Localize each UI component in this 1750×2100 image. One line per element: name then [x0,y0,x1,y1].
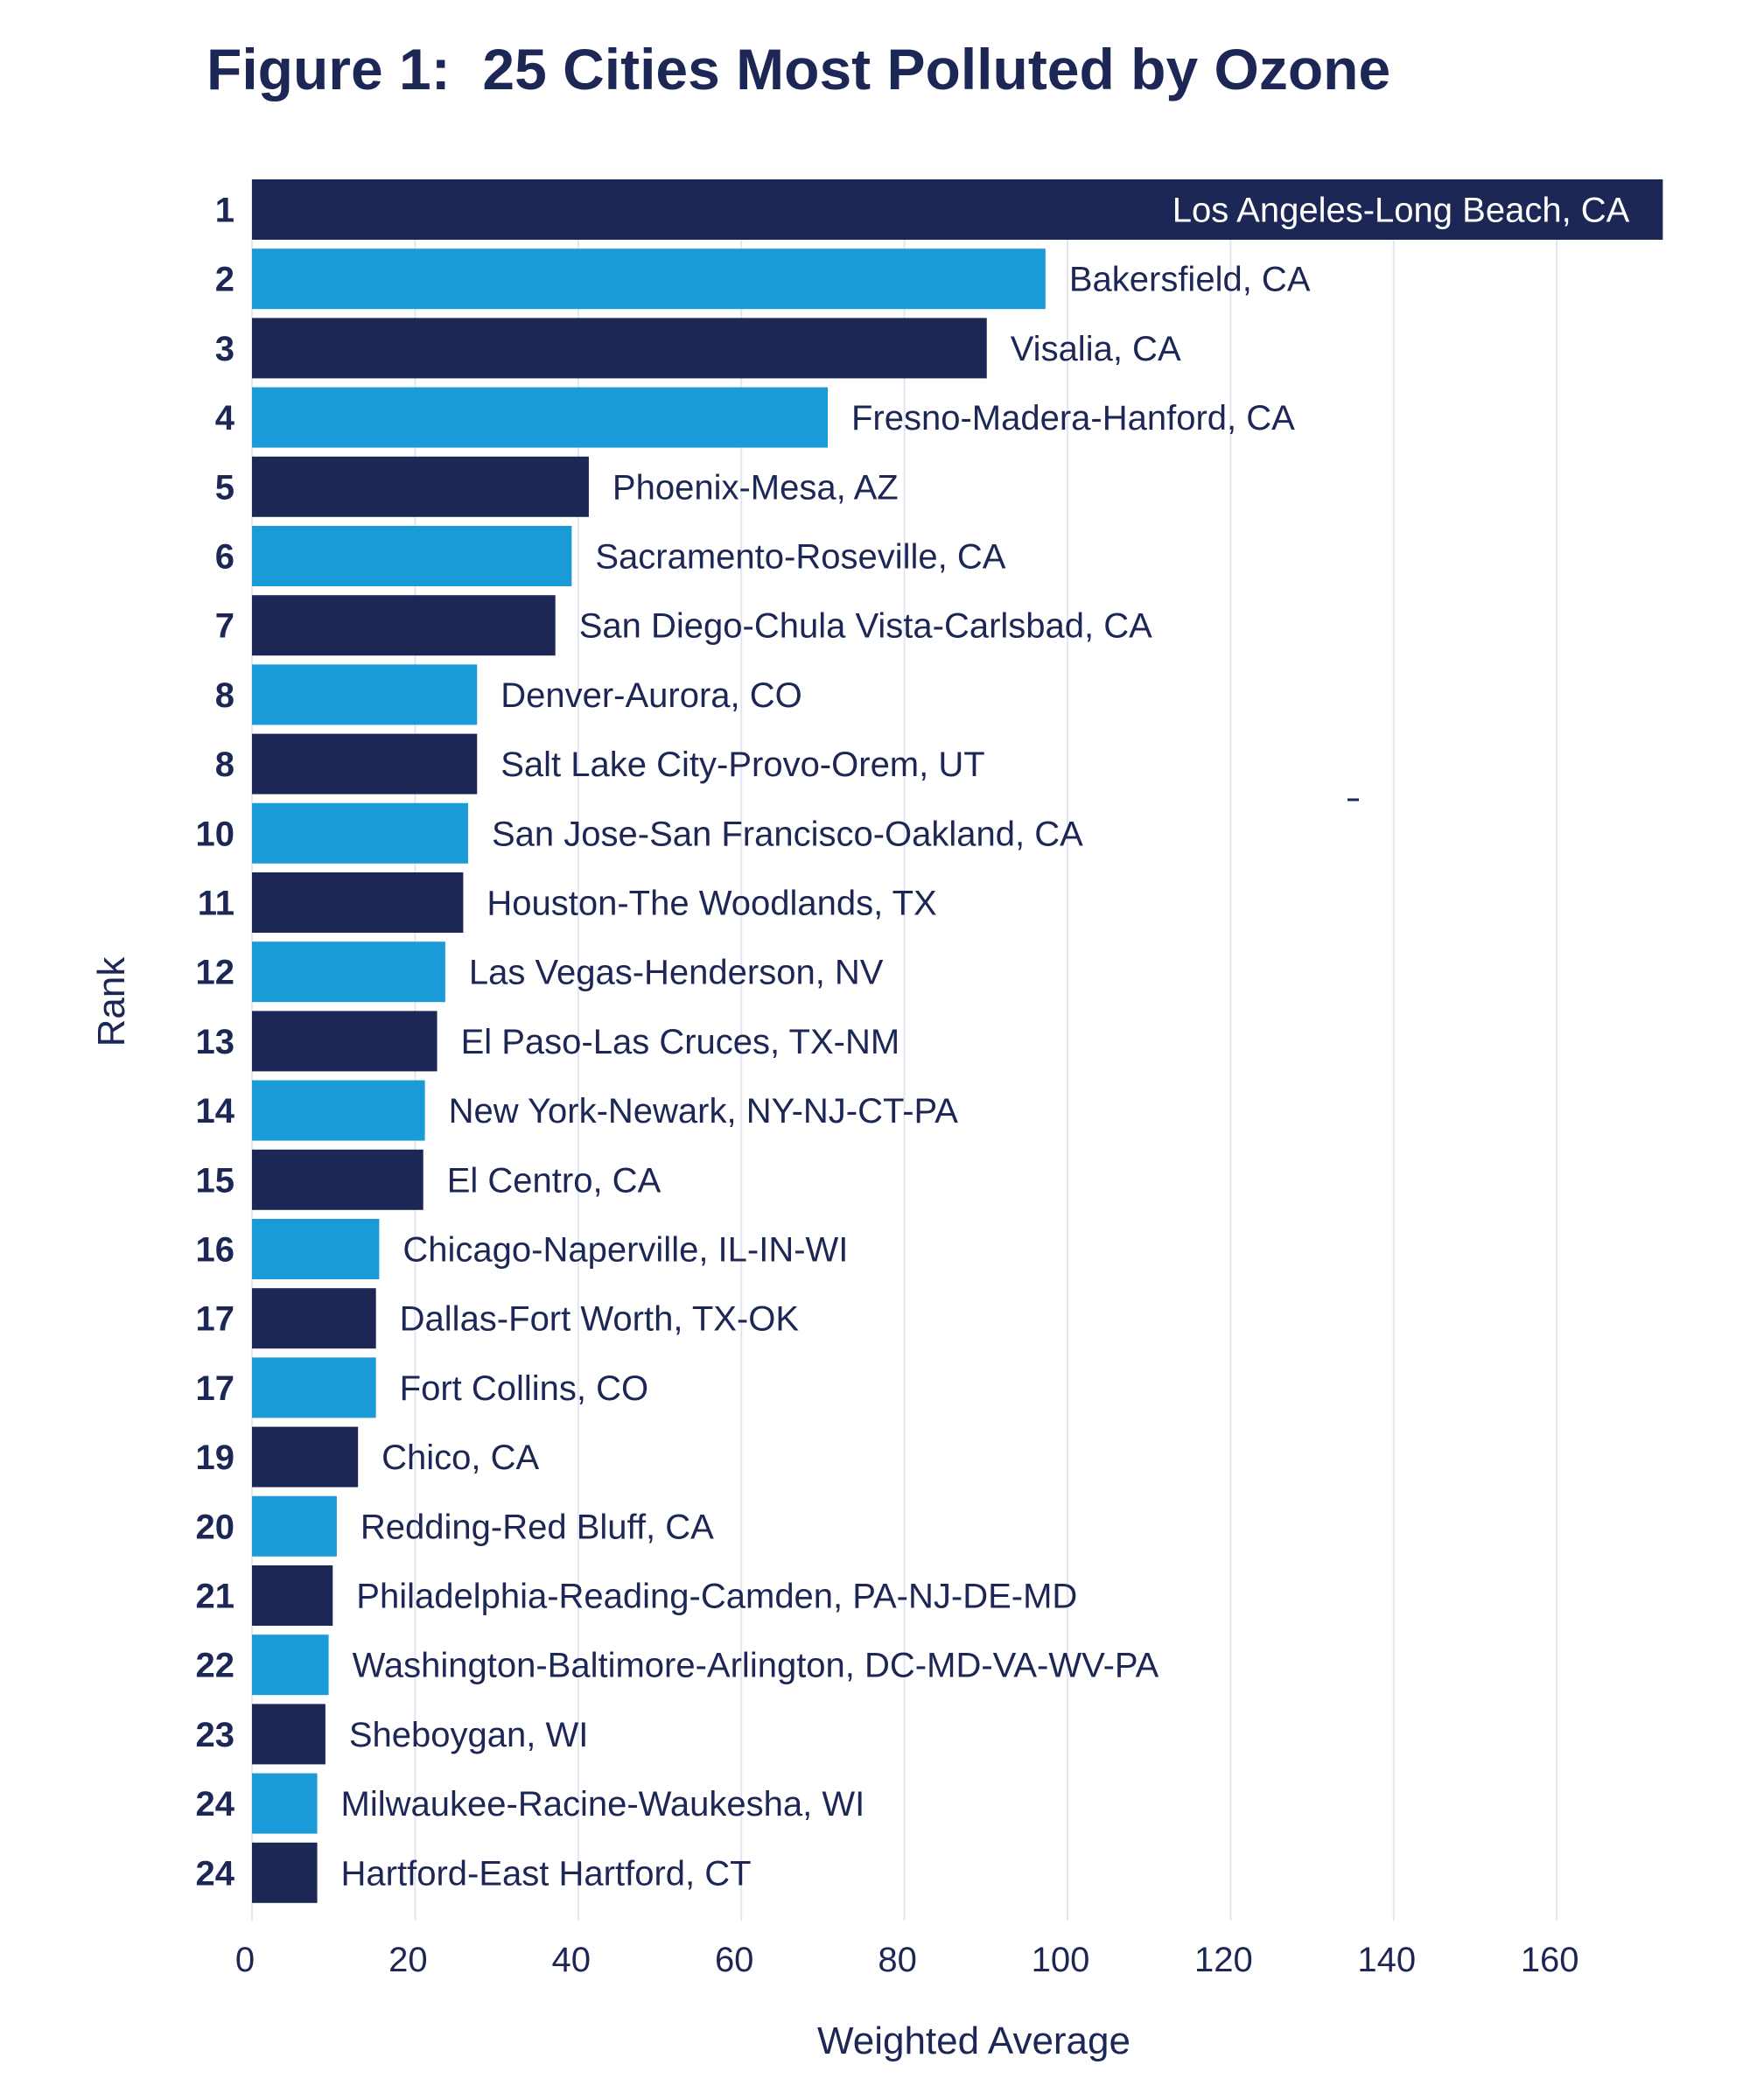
bar-data-label: El Centro, CA [447,1161,662,1200]
bar [252,1773,318,1834]
rank-label: 14 [196,1092,235,1130]
rank-label: 6 [215,538,234,577]
x-axis-title: Weighted Average [817,2020,1130,2062]
rank-label: 11 [198,885,234,923]
rank-label: 3 [215,330,234,368]
bar-data-label: Houston-The Woodlands, TX [486,885,936,923]
rank-label: 24 [196,1785,235,1824]
rank-label: 10 [196,815,235,853]
bar-data-label: Los Angeles-Long Beach, CA [1172,192,1630,230]
chart-title: Figure 1: 25 Cities Most Polluted by Ozo… [206,37,1390,102]
bar-data-label: Las Vegas-Henderson, NV [469,954,884,992]
bar [252,1426,359,1488]
bar-data-label: Redding-Red Bluff, CA [360,1508,714,1546]
rank-label: 2 [215,261,234,299]
x-tick-label: 80 [878,1941,917,1979]
bar [252,1842,318,1903]
bar-data-label: Fresno-Madera-Hanford, CA [851,399,1295,438]
rank-label: 5 [215,468,234,507]
x-tick-label: 60 [715,1941,754,1979]
bar-data-label: Bakersfield, CA [1069,261,1311,299]
bar-data-label: Washington-Baltimore-Arlington, DC-MD-VA… [353,1647,1159,1685]
bar [252,387,828,448]
bar [252,1080,425,1141]
bar-data-label: Phoenix-Mesa, AZ [612,468,899,507]
bar [252,1219,380,1279]
rank-label: 12 [196,954,235,992]
bar [252,1011,438,1072]
rank-label: 24 [196,1854,235,1893]
bar-data-label: Hartford-East Hartford, CT [341,1854,752,1893]
bar-data-label: Chico, CA [382,1438,539,1477]
bar-data-label: Visalia, CA [1011,330,1181,368]
bar [252,526,572,586]
bar [252,942,445,1003]
rank-labels: 1234567881011121314151617171920212223242… [196,192,235,1894]
bar-data-label: Salt Lake City-Provo-Orem, UT [500,746,984,784]
bar [252,1495,337,1557]
x-tick-label: 100 [1032,1941,1090,1979]
rank-label: 17 [196,1369,235,1408]
bar [252,872,464,933]
rank-label: 23 [196,1716,235,1754]
bar-data-label: Milwaukee-Racine-Waukesha, WI [341,1785,865,1824]
bar-data-label: Sacramento-Roseville, CA [595,538,1005,577]
x-tick-labels: 0 20 40 60 80 100 120 140 160 [235,1941,1579,1979]
x-tick-label: 120 [1194,1941,1253,1979]
bar [252,1149,424,1210]
x-tick-label: 140 [1357,1941,1416,1979]
rank-label: 8 [215,676,234,715]
bar [252,456,589,517]
bar-data-label: Fort Collins, CO [400,1369,649,1408]
bars [252,179,1663,1903]
bar-data-label: Philadelphia-Reading-Camden, PA-NJ-DE-MD [356,1578,1077,1616]
x-tick-label: 20 [388,1941,428,1979]
rank-label: 22 [196,1647,235,1685]
rank-label: 7 [215,607,234,646]
bar [252,1704,326,1765]
bar [252,1565,333,1626]
bar-labels: Los Angeles-Long Beach, CA Bakersfield, C… [341,192,1630,1894]
bar-data-label: Dallas-Fort Worth, TX-OK [400,1300,800,1339]
bar-data-label: San Diego-Chula Vista-Carlsbad, CA [579,607,1152,646]
bar-data-label: Denver-Aurora, CO [500,676,802,715]
bar [252,664,478,725]
rank-label: 19 [196,1438,235,1477]
rank-label: 16 [196,1231,235,1270]
bar [252,1288,376,1349]
bar [252,1634,329,1696]
x-tick-label: 40 [552,1941,592,1979]
bar [252,595,556,656]
rank-label: 17 [196,1300,235,1339]
rank-label: 21 [196,1578,235,1616]
bar-data-label: El Paso-Las Cruces, TX-NM [461,1023,900,1061]
bar-data-label: San Jose-San Francisco-Oakland, CA [492,815,1083,853]
y-axis-title: Rank [90,956,133,1047]
bar-data-label: Sheboygan, WI [349,1716,589,1754]
rank-label: 15 [196,1161,235,1200]
rank-label: 1 [215,192,234,230]
bar [252,802,468,864]
x-tick-label: 160 [1521,1941,1579,1979]
rank-label: 4 [215,399,235,438]
rank-label: 8 [215,746,234,784]
rank-label: 20 [196,1508,235,1546]
x-tick-label: 0 [235,1941,255,1979]
bar [252,248,1046,310]
rank-label: 13 [196,1023,235,1061]
bar [252,1357,376,1418]
bar-data-label: Chicago-Naperville, IL-IN-WI [402,1231,848,1270]
bar [252,733,478,794]
bar-data-label: New York-Newark, NY-NJ-CT-PA [449,1092,959,1130]
bar [252,179,1663,240]
bar [252,318,987,379]
